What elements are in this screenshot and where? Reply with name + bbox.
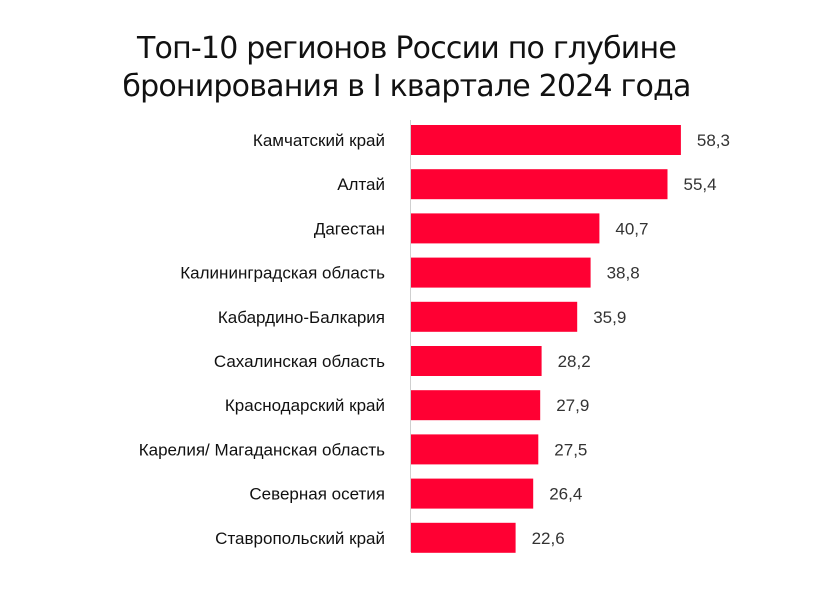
bar-3 bbox=[411, 213, 600, 244]
value-label-10: 22,6 bbox=[532, 529, 565, 548]
category-label-6: Сахалинская область bbox=[214, 352, 385, 371]
bar-6 bbox=[411, 346, 542, 376]
category-label-9: Северная осетия bbox=[249, 485, 385, 504]
bar-10 bbox=[411, 522, 516, 553]
category-label-7: Краснодарский край bbox=[225, 396, 385, 415]
category-label-4: Калининградская область bbox=[180, 264, 385, 283]
category-label-3: Дагестан bbox=[314, 219, 385, 238]
bar-8 bbox=[411, 434, 539, 465]
chart-title-line-1: Топ-10 регионов России по глубине bbox=[137, 31, 677, 66]
value-label-4: 38,8 bbox=[607, 264, 640, 283]
bar-2 bbox=[411, 169, 668, 200]
value-label-7: 27,9 bbox=[556, 396, 589, 415]
category-label-8: Карелия/ Магаданская область bbox=[139, 440, 385, 459]
category-label-2: Алтай bbox=[337, 175, 385, 194]
value-label-6: 28,2 bbox=[558, 352, 591, 371]
value-label-8: 27,5 bbox=[554, 440, 587, 459]
chart-title-line-2: бронирования в I квартале 2024 года bbox=[122, 69, 691, 104]
bar-5 bbox=[411, 301, 578, 332]
category-label-1: Камчатский край bbox=[253, 131, 385, 150]
bars-group: Камчатский край 58,3 Алтай 55,4 Дагестан 40,7… bbox=[139, 125, 730, 553]
bar-4 bbox=[411, 257, 591, 288]
value-label-2: 55,4 bbox=[684, 175, 717, 194]
bar-1 bbox=[411, 125, 681, 155]
category-label-5: Кабардино-Балкария bbox=[218, 308, 385, 327]
category-label-10: Ставропольский край bbox=[215, 529, 385, 548]
value-label-3: 40,7 bbox=[615, 219, 648, 238]
value-label-9: 26,4 bbox=[549, 485, 582, 504]
bar-9 bbox=[411, 478, 534, 509]
bar-7 bbox=[411, 390, 541, 421]
chart-title: Топ-10 регионов России по глубине бронир… bbox=[0, 30, 813, 106]
value-label-1: 58,3 bbox=[697, 131, 730, 150]
value-label-5: 35,9 bbox=[593, 308, 626, 327]
